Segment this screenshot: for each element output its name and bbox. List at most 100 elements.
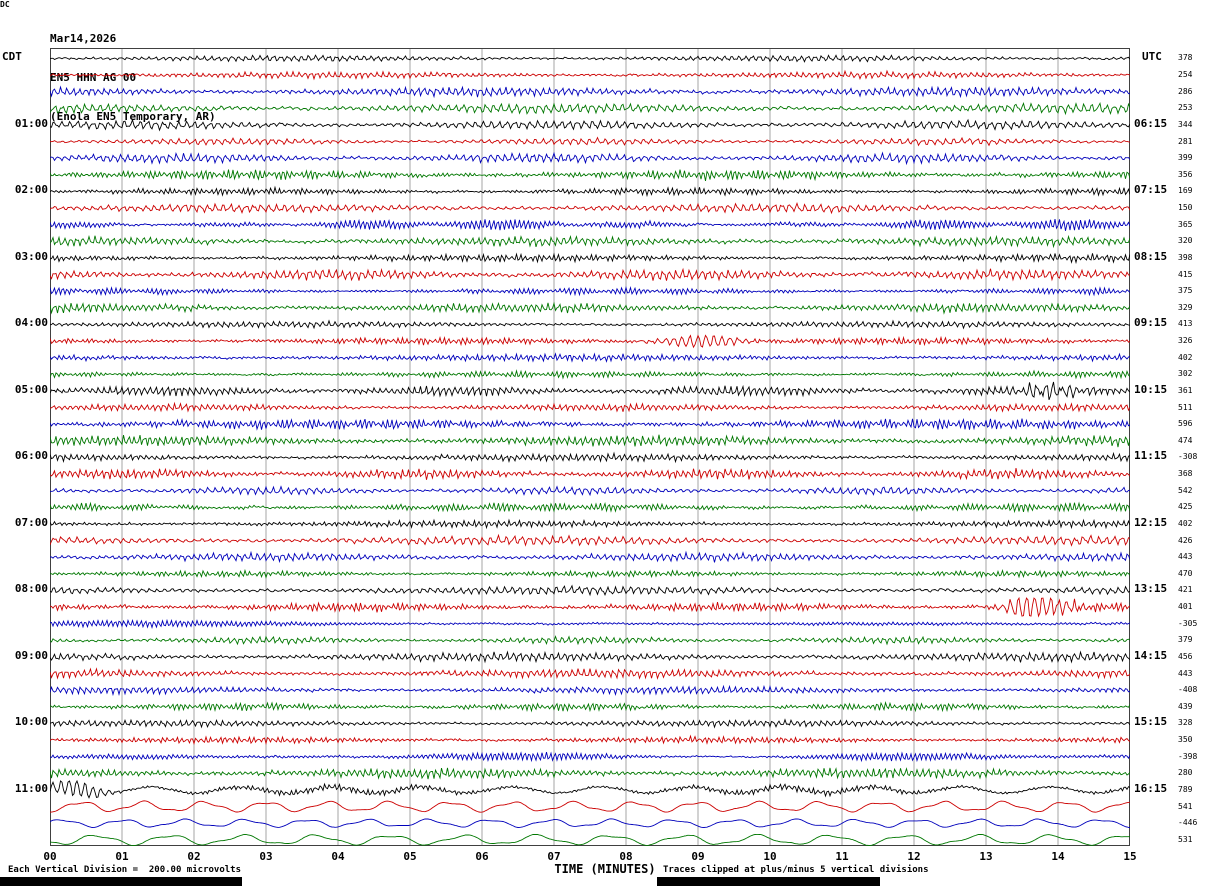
seismogram-trace — [50, 252, 1130, 265]
dc-offset-value: 328 — [1178, 718, 1193, 727]
dc-offset-value: 511 — [1178, 403, 1193, 412]
title-date: Mar14,2026 — [50, 32, 117, 45]
seismogram-trace — [50, 234, 1130, 249]
seismogram-trace — [50, 467, 1130, 481]
left-time-label: 08:00 — [14, 582, 48, 595]
x-axis-tick-label: 00 — [43, 850, 57, 863]
seismogram-trace — [50, 169, 1130, 182]
left-time-label: 10:00 — [14, 715, 48, 728]
seismogram-trace — [50, 533, 1130, 547]
x-axis-tick-label: 12 — [907, 850, 921, 863]
dc-offset-value: 415 — [1178, 270, 1193, 279]
dc-offset-value: 286 — [1178, 87, 1193, 96]
dc-offset-value: 474 — [1178, 436, 1193, 445]
seismogram-trace — [50, 185, 1130, 198]
seismogram-trace — [50, 69, 1130, 81]
seismogram-trace — [50, 751, 1130, 763]
footer-right-bar — [657, 877, 880, 886]
seismogram-plot — [50, 48, 1130, 846]
dc-offset-value: 401 — [1178, 602, 1193, 611]
dc-offset-value: 443 — [1178, 552, 1193, 561]
title-location: (Enola EN5 Temporary, AR) — [50, 110, 216, 123]
left-time-label: 11:00 — [14, 782, 48, 795]
seismogram-trace — [50, 136, 1130, 147]
seismogram-trace — [50, 369, 1130, 380]
dc-offset-value: 280 — [1178, 768, 1193, 777]
seismogram-trace — [50, 701, 1130, 713]
seismogram-trace — [50, 418, 1130, 431]
seismogram-trace — [50, 818, 1130, 829]
dc-offset-value: 402 — [1178, 519, 1193, 528]
dc-offset-value: -398 — [1178, 752, 1198, 761]
dc-offset-value: 789 — [1178, 785, 1193, 794]
seismogram-trace — [50, 518, 1130, 530]
x-axis-tick-label: 02 — [187, 850, 201, 863]
x-axis-tick-label: 10 — [763, 850, 777, 863]
seismogram-trace — [50, 550, 1130, 564]
title-block: Mar14,2026 EN5 HHN AG 00 (Enola EN5 Temp… — [50, 6, 216, 149]
seismogram-trace — [50, 833, 1130, 846]
plot-frame — [50, 48, 1130, 846]
x-axis-tick-label: 13 — [979, 850, 993, 863]
seismogram-trace — [50, 218, 1130, 231]
dc-offset-value: 356 — [1178, 170, 1193, 179]
dc-offset-value: 402 — [1178, 353, 1193, 362]
x-axis-tick-label: 01 — [115, 850, 129, 863]
dc-offset-value: 596 — [1178, 419, 1193, 428]
seismogram-trace — [50, 650, 1130, 664]
dc-offset-value: 326 — [1178, 336, 1193, 345]
seismogram-trace — [50, 118, 1130, 132]
dc-offset-value: 150 — [1178, 203, 1193, 212]
left-time-label: 09:00 — [14, 649, 48, 662]
seismogram-trace — [50, 501, 1130, 514]
dc-offset-value: 443 — [1178, 669, 1193, 678]
seismogram-trace — [50, 85, 1130, 99]
x-axis-tick-label: 07 — [547, 850, 561, 863]
dc-offset-value: 421 — [1178, 585, 1193, 594]
right-time-label: 06:15 — [1134, 117, 1168, 130]
seismogram-trace — [50, 434, 1130, 448]
dc-offset-value: 368 — [1178, 469, 1193, 478]
dc-offset-value: 379 — [1178, 635, 1193, 644]
seismogram-trace — [50, 779, 1130, 799]
dc-offset-value: 329 — [1178, 303, 1193, 312]
x-axis-tick-label: 09 — [691, 850, 705, 863]
left-time-label: 01:00 — [14, 117, 48, 130]
right-axis-header: UTC — [1142, 50, 1162, 63]
footer-scale-note: Each Vertical Division = 200.00 microvol… — [8, 865, 241, 875]
seismogram-trace — [50, 635, 1130, 646]
dc-offset-value: -308 — [1178, 452, 1198, 461]
seismogram-trace — [50, 54, 1130, 63]
seismogram-trace — [50, 334, 1130, 349]
x-axis-tick-label: 05 — [403, 850, 417, 863]
footer-clip-note: Traces clipped at plus/minus 5 vertical … — [663, 865, 929, 875]
dc-offset-value: 398 — [1178, 253, 1193, 262]
dc-offset-value: 344 — [1178, 120, 1193, 129]
dc-offset-value: 531 — [1178, 835, 1193, 844]
seismogram-trace — [50, 684, 1130, 697]
x-axis-tick-label: 08 — [619, 850, 633, 863]
seismogram-trace — [50, 352, 1130, 363]
left-time-label: 03:00 — [14, 250, 48, 263]
seismogram-trace — [50, 568, 1130, 579]
right-time-label: 09:15 — [1134, 316, 1168, 329]
seismogram-trace — [50, 767, 1130, 780]
seismogram-trace — [50, 485, 1130, 497]
dc-offset-value: 302 — [1178, 369, 1193, 378]
dc-offset-value: 378 — [1178, 53, 1193, 62]
dc-offset-value: 361 — [1178, 386, 1193, 395]
dc-offset-value: 425 — [1178, 502, 1193, 511]
dc-offset-value: 541 — [1178, 802, 1193, 811]
right-time-label: 15:15 — [1134, 715, 1168, 728]
seismogram-trace — [50, 451, 1130, 464]
seismogram-trace — [50, 319, 1130, 330]
x-axis-tick-label: 03 — [259, 850, 273, 863]
dc-offset-value: -408 — [1178, 685, 1198, 694]
right-time-label: 11:15 — [1134, 449, 1168, 462]
dc-offset-value: 254 — [1178, 70, 1193, 79]
x-axis-tick-label: 14 — [1051, 850, 1065, 863]
seismogram-trace — [50, 401, 1130, 413]
dc-offset-value: 281 — [1178, 137, 1193, 146]
seismogram-trace — [50, 101, 1130, 116]
